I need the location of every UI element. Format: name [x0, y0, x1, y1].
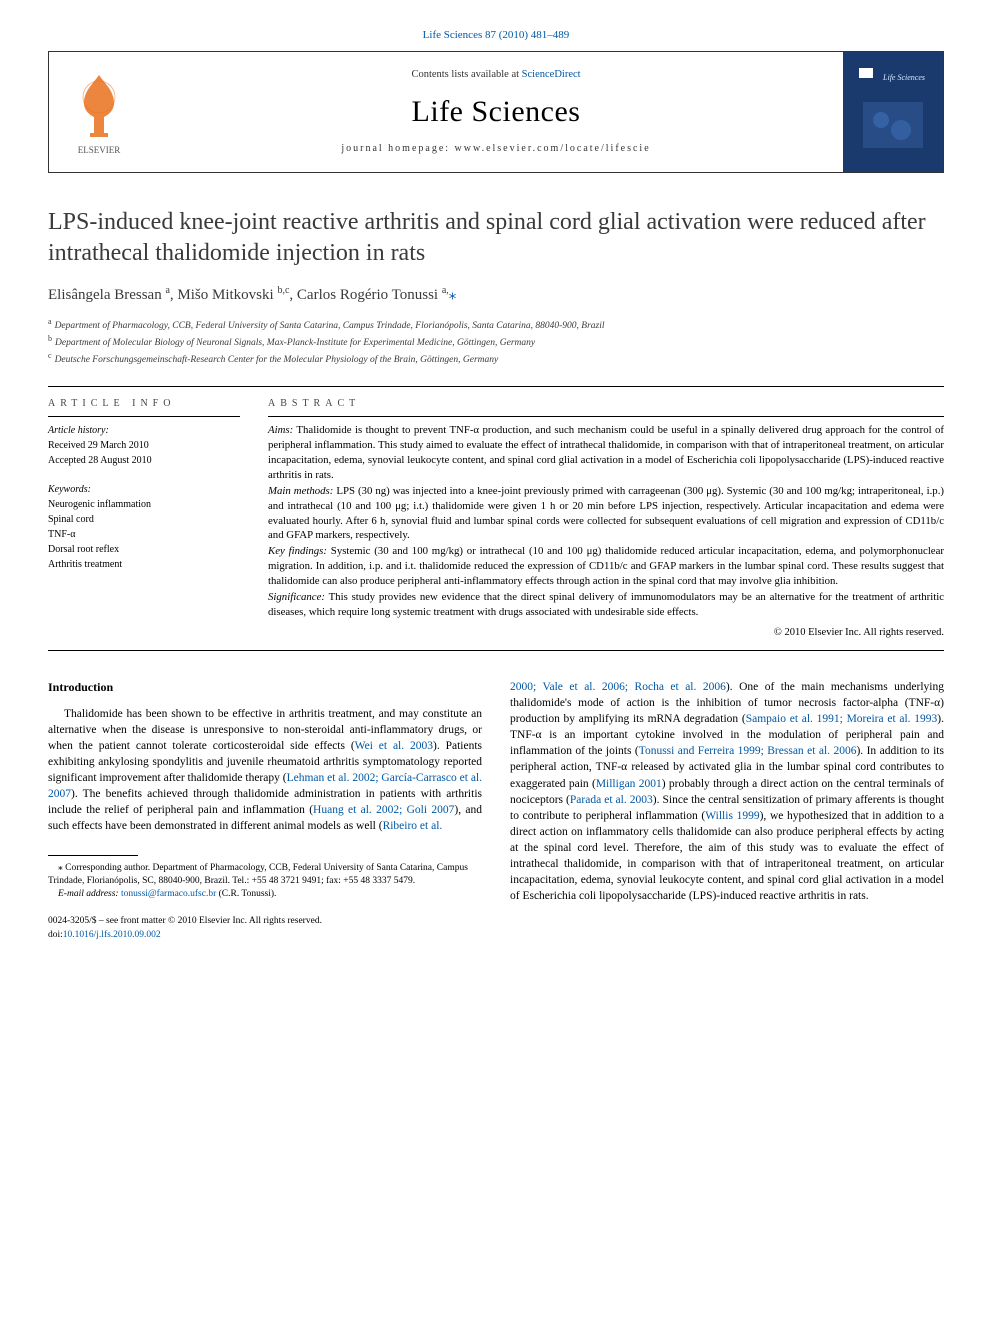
divider	[268, 416, 944, 417]
doi-line: doi:10.1016/j.lfs.2010.09.002	[48, 929, 482, 942]
affiliations: aDepartment of Pharmacology, CCB, Federa…	[48, 316, 944, 368]
aff-key: b	[48, 334, 52, 343]
journal-homepage[interactable]: journal homepage: www.elsevier.com/locat…	[341, 142, 650, 156]
svg-text:ELSEVIER: ELSEVIER	[78, 145, 121, 155]
keyword: TNF-α	[48, 527, 240, 542]
significance-label: Significance:	[268, 591, 325, 603]
aff-text: Department of Molecular Biology of Neuro…	[55, 338, 535, 348]
significance-text: This study provides new evidence that th…	[268, 591, 944, 618]
corresponding-footnote: ⁎ Corresponding author. Department of Ph…	[48, 862, 482, 889]
body-text: ), we hypothesized that in addition to a…	[510, 810, 944, 902]
methods-text: LPS (30 ng) was injected into a knee-joi…	[268, 485, 944, 542]
email-link[interactable]: tonussi@farmaco.ufsc.br	[121, 889, 216, 899]
article-history: Article history: Received 29 March 2010 …	[48, 423, 240, 468]
citation-bar: Life Sciences 87 (2010) 481–489	[48, 28, 944, 43]
accepted-date: Accepted 28 August 2010	[48, 453, 240, 468]
citation-link[interactable]: Willis 1999	[705, 810, 759, 822]
footnote-separator	[48, 855, 138, 856]
footer-block: 0024-3205/$ – see front matter © 2010 El…	[48, 915, 482, 942]
article-info-column: ARTICLE INFO Article history: Received 2…	[48, 397, 240, 640]
corresponding-marker-link[interactable]: ⁎	[449, 287, 457, 303]
citation-link[interactable]: Ribeiro et al.	[383, 820, 443, 832]
aff-text: Deutsche Forschungsgemeinschaft-Research…	[55, 356, 499, 366]
body-paragraph: 2000; Vale et al. 2006; Rocha et al. 200…	[510, 679, 944, 904]
affiliation-b: bDepartment of Molecular Biology of Neur…	[48, 333, 944, 350]
info-abstract-row: ARTICLE INFO Article history: Received 2…	[48, 397, 944, 640]
footnotes: ⁎ Corresponding author. Department of Ph…	[48, 862, 482, 902]
body-column-right: 2000; Vale et al. 2006; Rocha et al. 200…	[510, 679, 944, 942]
article-info-label: ARTICLE INFO	[48, 397, 240, 411]
authors-text: Elisângela Bressan a, Mišo Mitkovski b,c…	[48, 287, 449, 303]
methods-label: Main methods:	[268, 485, 333, 497]
introduction-heading: Introduction	[48, 679, 482, 696]
doi-prefix: doi:	[48, 930, 63, 940]
doi-link[interactable]: 10.1016/j.lfs.2010.09.002	[63, 930, 161, 940]
email-footnote: E-mail address: tonussi@farmaco.ufsc.br …	[48, 888, 482, 901]
article-title: LPS-induced knee-joint reactive arthriti…	[48, 207, 944, 268]
abstract-label: ABSTRACT	[268, 397, 944, 411]
divider	[48, 416, 240, 417]
email-suffix: (C.R. Tonussi).	[216, 889, 276, 899]
abstract-copyright: © 2010 Elsevier Inc. All rights reserved…	[268, 626, 944, 640]
keyword: Dorsal root reflex	[48, 542, 240, 557]
corr-text: Corresponding author. Department of Phar…	[48, 863, 468, 886]
divider	[48, 650, 944, 651]
authors-line: Elisângela Bressan a, Mišo Mitkovski b,c…	[48, 284, 944, 305]
email-label: E-mail address:	[58, 889, 121, 899]
affiliation-a: aDepartment of Pharmacology, CCB, Federa…	[48, 316, 944, 333]
history-label: Article history:	[48, 423, 240, 438]
citation-link[interactable]: Parada et al. 2003	[570, 794, 653, 806]
body-columns: Introduction Thalidomide has been shown …	[48, 679, 944, 942]
aims-text: Thalidomide is thought to prevent TNF-α …	[268, 424, 944, 481]
citation-link[interactable]: Milligan 2001	[596, 778, 662, 790]
journal-cover-icon: Life Sciences	[853, 62, 933, 162]
citation-link[interactable]: Sampaio et al. 1991; Moreira et al. 1993	[746, 713, 938, 725]
title-block: LPS-induced knee-joint reactive arthriti…	[48, 207, 944, 368]
keyword: Neurogenic inflammation	[48, 497, 240, 512]
body-paragraph: Thalidomide has been shown to be effecti…	[48, 706, 482, 835]
divider	[48, 386, 944, 387]
citation-link[interactable]: Wei et al. 2003	[355, 740, 433, 752]
findings-text: Systemic (30 and 100 mg/kg) or intrathec…	[268, 545, 944, 587]
journal-cover-slot: Life Sciences	[843, 52, 943, 172]
aff-text: Department of Pharmacology, CCB, Federal…	[55, 321, 605, 331]
keywords-block: Keywords: Neurogenic inflammation Spinal…	[48, 482, 240, 572]
abstract-body: Aims: Thalidomide is thought to prevent …	[268, 423, 944, 620]
journal-name: Life Sciences	[412, 92, 581, 133]
contents-line: Contents lists available at ScienceDirec…	[411, 68, 580, 82]
journal-header: ELSEVIER Contents lists available at Sci…	[48, 51, 944, 173]
keyword: Arthritis treatment	[48, 557, 240, 572]
contents-prefix: Contents lists available at	[411, 69, 521, 80]
publisher-logo-slot: ELSEVIER	[49, 52, 149, 172]
citation-link[interactable]: Huang et al. 2002; Goli 2007	[313, 804, 454, 816]
received-date: Received 29 March 2010	[48, 438, 240, 453]
elsevier-tree-icon: ELSEVIER	[64, 67, 134, 157]
sciencedirect-link[interactable]: ScienceDirect	[522, 69, 581, 80]
affiliation-c: cDeutsche Forschungsgemeinschaft-Researc…	[48, 350, 944, 367]
body-column-left: Introduction Thalidomide has been shown …	[48, 679, 482, 942]
keywords-label: Keywords:	[48, 482, 240, 497]
header-center: Contents lists available at ScienceDirec…	[149, 52, 843, 172]
abstract-column: ABSTRACT Aims: Thalidomide is thought to…	[268, 397, 944, 640]
keyword: Spinal cord	[48, 512, 240, 527]
aff-key: c	[48, 351, 52, 360]
svg-text:Life Sciences: Life Sciences	[882, 73, 925, 82]
aff-key: a	[48, 317, 52, 326]
citation-link[interactable]: 2000; Vale et al. 2006; Rocha et al. 200…	[510, 681, 726, 693]
citation-link[interactable]: Tonussi and Ferreira 1999; Bressan et al…	[639, 745, 857, 757]
issn-line: 0024-3205/$ – see front matter © 2010 El…	[48, 915, 482, 928]
findings-label: Key findings:	[268, 545, 327, 557]
aims-label: Aims:	[268, 424, 293, 436]
